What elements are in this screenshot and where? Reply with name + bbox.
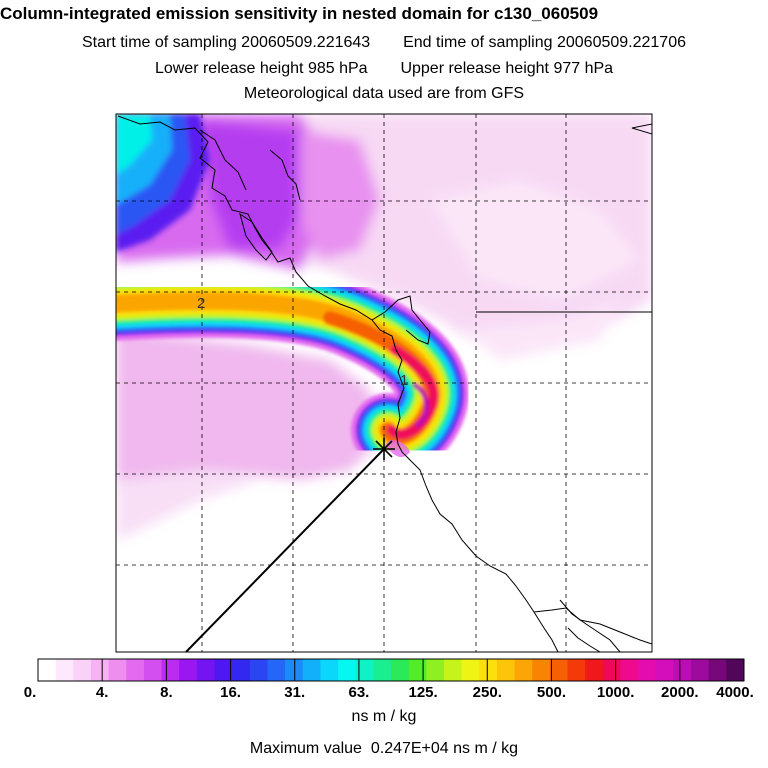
colorbar-tick-label: 500. [536,684,567,701]
colorbar-tick-label: 31. [284,684,306,701]
max-label: Maximum value [249,740,362,757]
max-value: 0.247E+04 [370,740,449,757]
colorbar-tick-label: 63. [348,684,370,701]
colorbar-swatch [496,659,516,681]
colorbar-tick-label: 16. [220,684,241,701]
flight-track [185,448,385,653]
colorbar-swatch [426,659,445,681]
colorbar-swatch [585,659,604,681]
colorbar-swatch [90,659,110,681]
colorbar-tick-label: 0. [23,684,37,701]
colorbar-swatch [373,659,392,681]
met-data-note: Meteorological data used are from GFS [243,85,525,102]
source-blob [385,440,410,458]
start-label: Start time of sampling [81,34,237,51]
colorbar-swatch [214,659,233,681]
colorbar-swatch [461,659,480,681]
colorbar-swatch [179,659,198,681]
release-heights-row: Lower release height 985 hPa Upper relea… [0,60,768,78]
colorbar-swatch [408,659,427,681]
colorbar-swatch [73,659,92,681]
colorbar-units: ns m / kg [351,708,417,725]
coastline [117,115,652,652]
start-value: 20060509.221643 [241,34,371,51]
lower-value: 985 hPa [307,60,368,77]
colorbar-tick-label: 4000. [716,684,754,701]
colorbar-tick-label: 125. [408,684,438,701]
colorbar-swatch [285,659,304,681]
colorbar-tick-label: 2000. [661,684,699,701]
colorbar-swatch [143,659,163,681]
colorbar-swatch [514,659,533,681]
colorbar-swatch [161,659,180,681]
colorbar-tick-label: 4. [95,684,109,701]
colorbar-swatch [479,659,498,681]
end-label: End time of sampling [403,34,553,51]
colorbar-swatch [532,659,551,681]
colorbar-swatch [549,659,568,681]
colorbar-tick-label: 250. [472,684,502,701]
lower-label: Lower release height [154,60,304,77]
colorbar-swatch [302,659,321,681]
colorbar [37,658,745,682]
colorbar-swatch [638,659,657,681]
colorbar-swatch [196,659,215,681]
colorbar-swatch [391,659,410,681]
map-field [116,114,652,540]
colorbar-swatch [691,659,710,681]
colorbar-swatch [267,659,286,681]
colorbar-swatch [620,659,639,681]
colorbar-swatch [320,659,339,681]
colorbar-swatch [232,659,251,681]
colorbar-swatch [602,659,621,681]
colorbar-swatch [38,659,57,681]
colorbar-swatch [108,659,127,681]
map-frame [115,113,653,653]
colorbar-tick-label: 8. [160,684,173,701]
colorbar-swatch [708,659,727,681]
colorbar-swatch [126,659,145,681]
max-units: ns m / kg [453,740,519,757]
day-marker-1: 1 [400,372,408,389]
colorbar-swatch [726,659,745,681]
upper-label: Upper release height [400,60,549,77]
colorbar-swatch [443,659,463,681]
colorbar-swatch [338,659,357,681]
map-title: Column-integrated emission sensitivity i… [0,4,599,23]
end-value: 20060509.221706 [556,34,686,51]
colorbar-swatch [55,659,74,681]
colorbar-swatch [567,659,586,681]
colorbar-frame [37,658,745,682]
map-gridlines [116,114,652,652]
colorbar-swatch [655,659,674,681]
sampling-times-row: Start time of sampling 20060509.221643 E… [0,34,768,52]
upper-value: 977 hPa [553,60,614,77]
colorbar-tick-label: 1000. [596,684,635,701]
colorbar-swatch [673,659,692,681]
release-point-x-icon [373,438,395,460]
colorbar-swatch [355,659,374,681]
day-marker-2: 2 [197,295,205,312]
maximum-value-line: Maximum value 0.247E+04 ns m / kg [0,740,768,758]
colorbar-swatch [249,659,268,681]
